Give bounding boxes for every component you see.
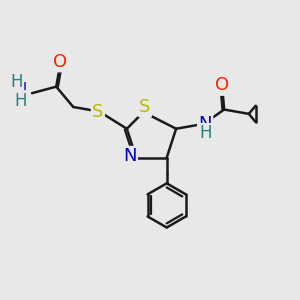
Text: H: H — [14, 92, 27, 110]
Text: N: N — [198, 115, 212, 133]
Text: N: N — [123, 147, 136, 165]
Text: H: H — [11, 73, 23, 91]
Text: S: S — [139, 98, 151, 116]
Text: N: N — [13, 81, 27, 99]
Text: H: H — [199, 124, 211, 142]
Text: O: O — [53, 53, 67, 71]
Text: O: O — [215, 76, 230, 94]
Text: S: S — [92, 103, 103, 121]
